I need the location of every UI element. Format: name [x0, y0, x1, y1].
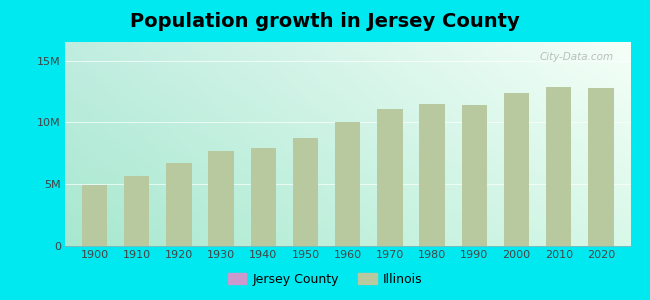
Bar — [82, 185, 107, 246]
Bar — [377, 109, 402, 246]
Bar — [166, 163, 192, 246]
Text: City-Data.com: City-Data.com — [540, 52, 614, 62]
Bar — [251, 148, 276, 246]
Text: Population growth in Jersey County: Population growth in Jersey County — [130, 12, 520, 31]
Bar — [546, 86, 571, 246]
Legend: Jersey County, Illinois: Jersey County, Illinois — [222, 268, 428, 291]
Bar — [462, 105, 487, 246]
Bar — [209, 151, 234, 246]
Bar — [124, 176, 150, 246]
Bar — [419, 104, 445, 246]
Bar — [588, 88, 614, 246]
Bar — [335, 122, 360, 246]
Bar — [504, 93, 529, 246]
Bar — [293, 138, 318, 246]
